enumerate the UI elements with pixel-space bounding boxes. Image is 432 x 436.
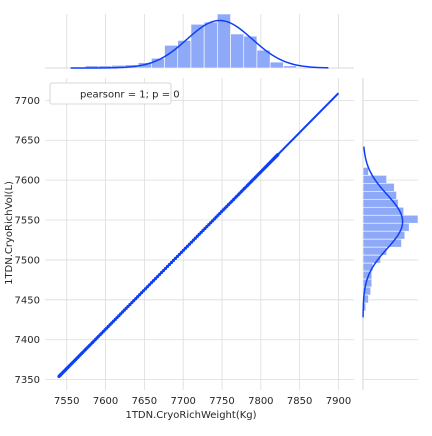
- x-histogram-bar: [256, 49, 271, 69]
- x-tick-label: 7850: [287, 396, 312, 407]
- legend: pearsonr = 1; p = 0: [49, 82, 180, 105]
- x-tick-label: 7600: [93, 396, 118, 407]
- x-tick-label: 7750: [209, 396, 234, 407]
- x-kde-curve: [70, 19, 329, 69]
- x-histogram-bar: [203, 21, 218, 69]
- y-axis-label: 1TDN.CryoRichVol(L): [4, 181, 15, 285]
- legend-text: pearsonr = 1; p = 0: [80, 90, 180, 101]
- y-tick-label: 7350: [15, 375, 40, 386]
- y-tick-label: 7550: [15, 216, 40, 227]
- legend-box: [49, 82, 172, 105]
- y-tick-label: 7700: [15, 96, 40, 107]
- y-tick-label: 7400: [15, 335, 40, 346]
- y-histogram-bar: [362, 191, 397, 200]
- y-histogram-bar: [362, 214, 419, 224]
- y-tick-label: 7500: [15, 255, 40, 266]
- x-tick-label: 7800: [248, 396, 273, 407]
- y-histogram-bar: [362, 167, 369, 176]
- tick-labels: 7550 7600 7650 7700 7750 7800 7850 7900 7350 7400…: [15, 96, 352, 407]
- x-tick-label: 7550: [54, 396, 79, 407]
- main-scatter-plot: [57, 92, 340, 379]
- y-tick-label: 7450: [15, 295, 40, 306]
- y-histogram-bar: [362, 238, 402, 248]
- x-histogram-bar: [230, 33, 245, 69]
- y-tick-label: 7650: [15, 136, 40, 147]
- y-tick-label: 7600: [15, 176, 40, 187]
- marginal-x-histogram: [70, 13, 329, 69]
- x-histogram-bar: [269, 61, 284, 69]
- regression-line: [58, 92, 340, 378]
- x-tick-label: 7650: [132, 396, 157, 407]
- x-tick-label: 7900: [326, 396, 351, 407]
- y-kde-curve: [362, 146, 404, 318]
- x-axis-label: 1TDN.CryoRichWeight(Kg): [125, 410, 256, 421]
- x-tick-label: 7700: [170, 396, 195, 407]
- marginal-y-histogram: [362, 146, 419, 318]
- x-histogram-bar: [283, 65, 297, 69]
